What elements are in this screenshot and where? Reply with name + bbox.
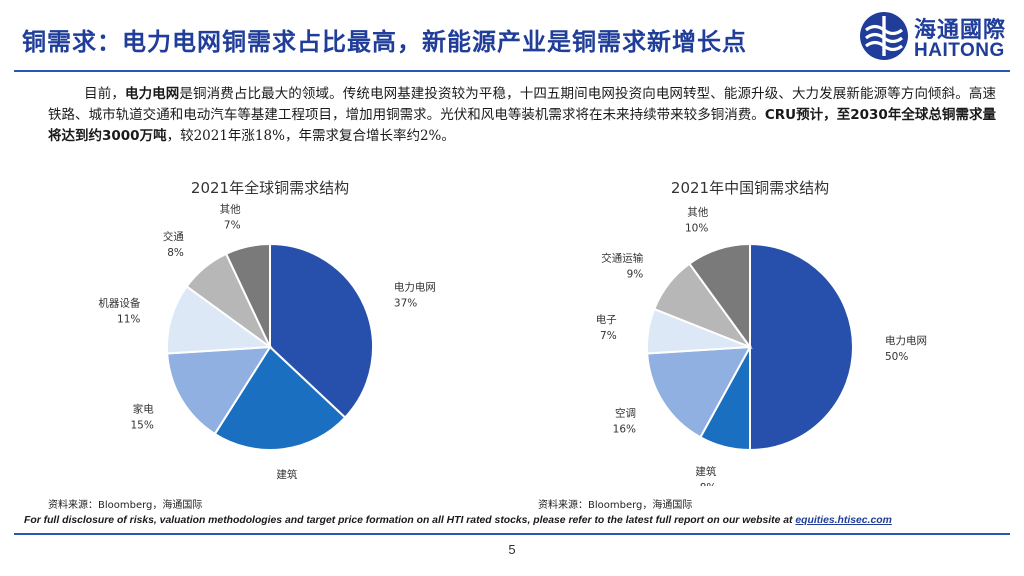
disclosure-text: For full disclosure of risks, valuation … (24, 515, 796, 526)
source-note-left: 资料来源：Bloomberg，海通国际 (48, 500, 203, 511)
chart-title: 2021年全球铜需求结构 (191, 179, 349, 197)
slice-label: 建筑 (695, 465, 716, 478)
haitong-logo: 海通國際 HAITONG (856, 6, 1016, 66)
haitong-emblem-icon (860, 12, 908, 60)
page-number: 5 (508, 542, 516, 557)
slice-label: 建筑 (276, 468, 297, 481)
pie-slice (269, 242, 374, 419)
slice-value-label: 16% (613, 423, 636, 435)
text-segment: ，较2021年涨18%，年需求复合增长率约2%。 (166, 128, 455, 144)
slice-value-label: 22% (275, 485, 298, 486)
slice-label: 电力电网 (885, 334, 927, 347)
summary-paragraph: 目前，电力电网是铜消费占比最大的领域。传统电网基建投资较为平稳，十四五期间电网投… (48, 84, 996, 147)
pie-slice (688, 242, 751, 351)
slice-value-label: 8% (167, 247, 184, 259)
slice-value-label: 8% (700, 482, 717, 486)
equities-website-link[interactable]: equities.htisec.com (795, 515, 892, 526)
pie-slice (749, 242, 854, 452)
title-divider (14, 70, 1010, 72)
slice-label: 电子 (596, 313, 617, 326)
highlight-cru-forecast: CRU预计，至2030年全球总铜需求量将达到约3000万吨 (48, 107, 996, 144)
slice-value-label: 15% (130, 420, 153, 432)
page-title: 铜需求：电力电网铜需求占比最高，新能源产业是铜需求新增长点 (22, 27, 747, 56)
slice-value-label: 50% (885, 351, 908, 363)
pie-slice (166, 285, 273, 355)
pie-slice (646, 345, 752, 439)
logo-chinese-name: 海通國際 (914, 18, 1007, 43)
slice-value-label: 10% (685, 223, 708, 235)
slice-value-label: 7% (224, 219, 241, 231)
slice-label: 空调 (615, 406, 636, 419)
slice-value-label: 7% (600, 330, 617, 342)
slice-value-label: 9% (627, 268, 644, 280)
slice-label: 机器设备 (98, 296, 140, 309)
slice-label: 交通 (163, 230, 184, 243)
logo-english-name: HAITONG (914, 40, 1005, 61)
slice-label: 交通运输 (601, 251, 643, 264)
text-segment: 目前， (84, 86, 125, 102)
slice-label: 其他 (220, 202, 241, 215)
slice-value-label: 37% (394, 297, 417, 309)
pie-slice (224, 242, 271, 348)
slice-label: 电力电网 (394, 280, 436, 293)
chart-title: 2021年中国铜需求结构 (671, 179, 829, 197)
slice-label: 其他 (687, 206, 708, 219)
disclosure-footer: For full disclosure of risks, valuation … (24, 515, 892, 526)
source-note-right: 资料来源：Bloomberg，海通国际 (538, 500, 693, 511)
highlight-power-grid: 电力电网 (124, 86, 180, 102)
pie-slice (213, 345, 347, 452)
text-segment: 是铜消费占比最大的领域。传统电网基建投资较为平稳，十四五期间电网投资向电网转型、… (48, 86, 997, 123)
pie-slice (166, 345, 272, 436)
footer-divider (14, 533, 1010, 535)
slice-label: 家电 (133, 403, 154, 416)
slice-value-label: 11% (117, 313, 140, 325)
